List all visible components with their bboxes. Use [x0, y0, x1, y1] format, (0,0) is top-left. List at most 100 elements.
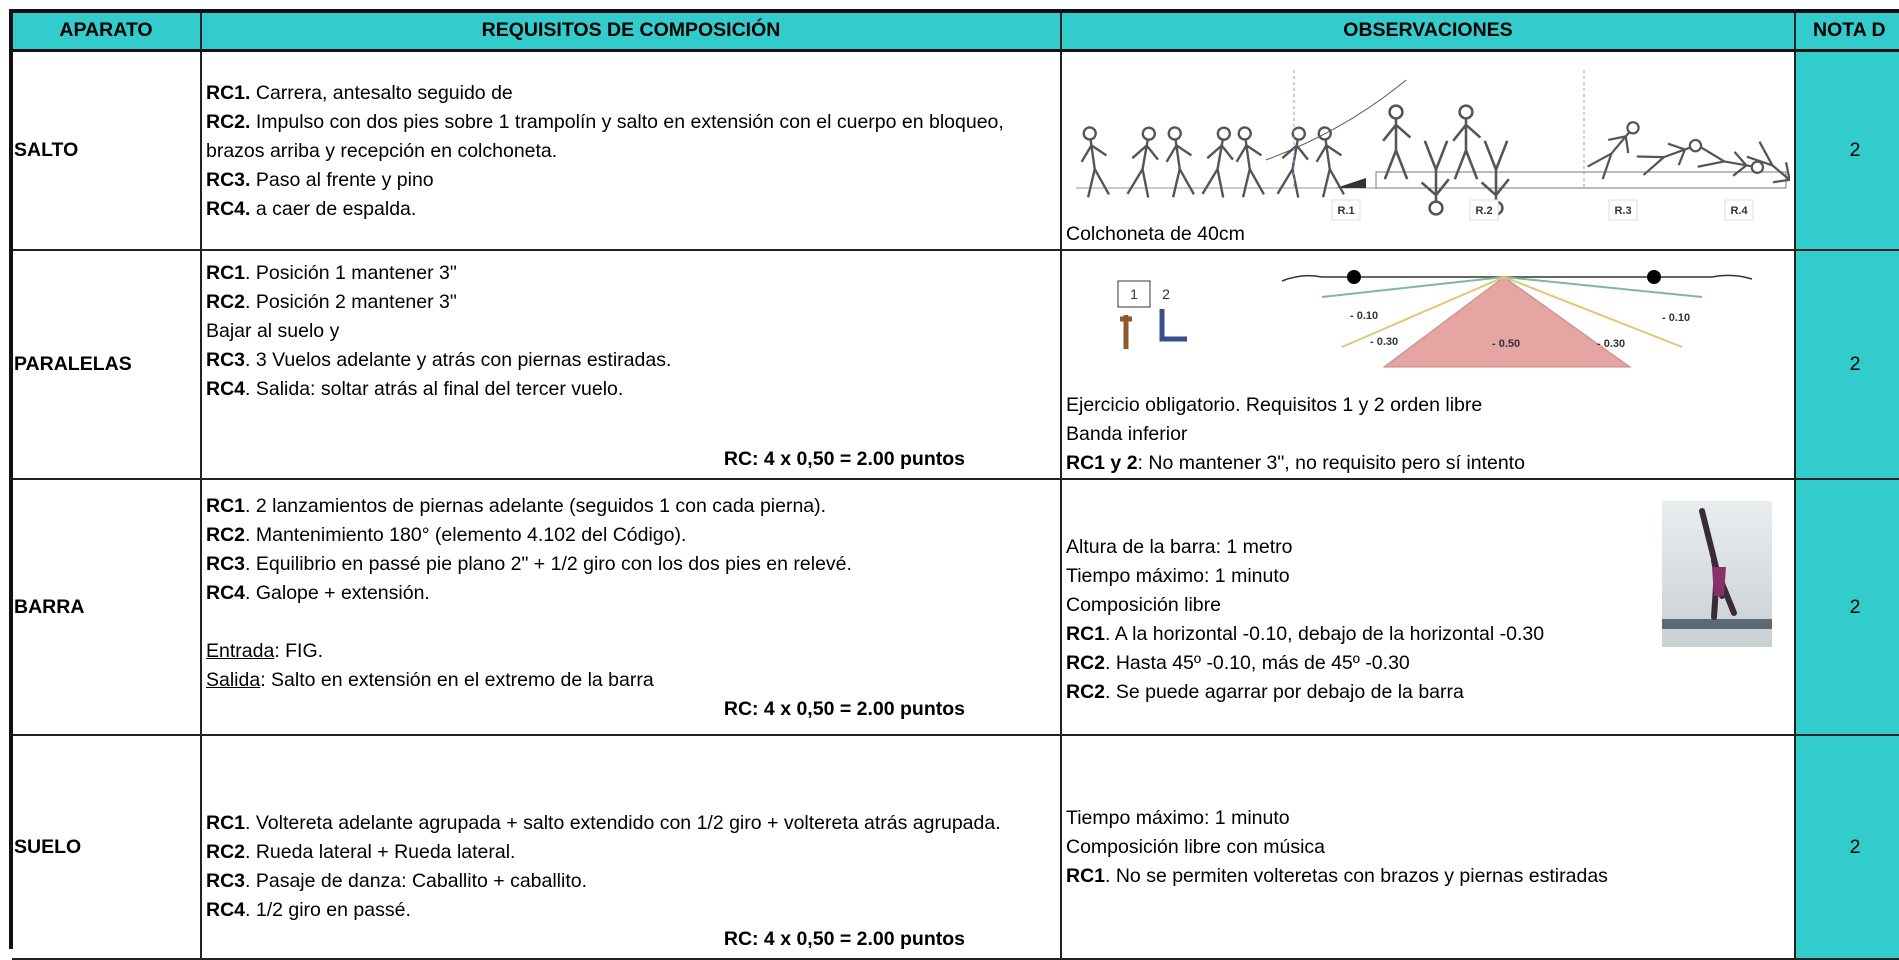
gymnast	[1587, 121, 1640, 180]
text: : Salto en extensión en el extremo de la…	[260, 669, 654, 691]
paragraph: RC1. 2 lanzamientos de piernas adelante …	[206, 492, 1056, 608]
bold-label: RC4.	[206, 198, 251, 220]
text-line: Colchoneta de 40cm	[1066, 220, 1794, 249]
text: Carrera, antesalto seguido de	[250, 82, 513, 104]
apparatus-cell: BARRA	[12, 480, 202, 736]
gymnast	[1382, 104, 1412, 180]
image-label: 1	[1130, 286, 1138, 302]
gymnast	[1315, 126, 1345, 198]
border-top	[9, 9, 1899, 13]
image-label: 2	[1162, 286, 1170, 302]
text-line: Bajar al suelo y	[206, 317, 1056, 346]
total: RC: 4 x 0,50 = 2.00 puntos	[723, 448, 965, 470]
zone-010	[1321, 276, 1703, 298]
bar-node	[1347, 270, 1361, 284]
image-label: - 0.10	[1662, 312, 1690, 324]
body	[1080, 139, 1110, 198]
body	[1201, 139, 1234, 198]
text-line: RC2. Se puede agarrar por debajo de la b…	[1066, 678, 1794, 707]
nota-cell: 2	[1796, 251, 1899, 480]
gymnast	[1420, 140, 1450, 216]
head	[1388, 104, 1404, 120]
header-requirements: REQUISITOS DE COMPOSICIÓN	[202, 12, 1062, 52]
observations-cell: Altura de la barra: 1 metro Tiempo máximo…	[1062, 480, 1796, 736]
text: Colchoneta de 40cm	[1066, 223, 1245, 245]
text-line: RC4. 1/2 giro en passé.	[206, 896, 1056, 925]
text-line: RC1 y 2: No mantener 3", no requisito pe…	[1066, 449, 1794, 478]
apparatus: PARALELAS	[14, 353, 132, 375]
text: . Galope + extensión.	[245, 582, 430, 604]
border-left	[9, 9, 13, 949]
bold-label: RC1	[1066, 864, 1106, 887]
body	[1746, 141, 1790, 185]
text: . Se puede agarrar por debajo de la barr…	[1105, 681, 1464, 703]
text: . 2 lanzamientos de piernas adelante (se…	[245, 495, 827, 517]
text-line: RC4. Salida: soltar atrás al final del t…	[206, 375, 1056, 404]
text-line: RC1. 2 lanzamientos de piernas adelante …	[206, 492, 1056, 521]
text: Banda inferior	[1066, 423, 1188, 445]
text-line: RC2. Hasta 45º -0.10, más de 45º -0.30	[1066, 649, 1794, 678]
body	[1382, 118, 1412, 180]
text-line: RC1. A la horizontal -0.10, debajo de la…	[1066, 620, 1794, 649]
zone-030	[1341, 276, 1683, 348]
text: Paso al frente y pino	[250, 169, 434, 191]
head	[1428, 200, 1444, 216]
image-label: R.4	[1730, 205, 1748, 217]
beam	[1662, 619, 1772, 629]
bold-label: RC2	[1066, 652, 1106, 674]
text: : No mantener 3", no requisito pero sí i…	[1137, 452, 1525, 474]
nota: 2	[1849, 353, 1861, 375]
text: . 3 Vuelos adelante y atrás con piernas …	[245, 349, 672, 371]
text: . Salida: soltar atrás al final del terc…	[245, 378, 624, 400]
body	[1480, 140, 1510, 202]
bold-label: RC4	[206, 582, 246, 604]
illustration	[1662, 501, 1772, 647]
underlined-label: Salida	[206, 669, 261, 691]
text-line: RC1. Voltereta adelante agrupada + salto…	[206, 809, 1056, 838]
bold-label: RC1	[206, 812, 246, 834]
text: . A la horizontal -0.10, debajo de la ho…	[1105, 623, 1545, 645]
springboard	[1336, 178, 1366, 188]
text: . Equilibrio en passé pie plano 2" + 1/2…	[245, 553, 852, 575]
text-line: Entrada: FIG.	[206, 637, 1056, 666]
label-box	[1608, 199, 1638, 221]
image-label: - 0.30	[1370, 336, 1398, 348]
image-label: R.2	[1475, 205, 1492, 217]
text: Altura de la barra: 1 metro	[1066, 536, 1293, 558]
body	[1420, 140, 1450, 202]
text-line: RC3. 3 Vuelos adelante y atrás con piern…	[206, 346, 1056, 375]
text-line: Composición libre con música	[1066, 833, 1794, 862]
text-line: RC1. Posición 1 mantener 3"	[206, 259, 1056, 288]
text: a caer de espalda.	[250, 198, 417, 220]
head	[1216, 126, 1232, 141]
requirements-cell: RC1. Posición 1 mantener 3" RC2. Posición…	[202, 251, 1062, 480]
paragraph: RC1. Voltereta adelante agrupada + salto…	[206, 809, 1056, 925]
text-block: RC1. Voltereta adelante agrupada + salto…	[206, 809, 1056, 925]
bar-line	[1281, 274, 1753, 282]
bold-label: RC1	[1066, 623, 1106, 645]
head	[1458, 104, 1474, 120]
text-block: RC1. 2 lanzamientos de piernas adelante …	[206, 492, 1056, 695]
gymnast	[1126, 126, 1159, 198]
text-line: Tiempo máximo: 1 minuto	[1066, 804, 1794, 833]
gymnast	[1276, 126, 1309, 198]
text-line: RC3. Pasaje de danza: Caballito + caball…	[206, 867, 1056, 896]
label-box	[1469, 199, 1499, 221]
paragraph: Colchoneta de 40cm	[1066, 220, 1794, 249]
text-line: RC4. Galope + extensión.	[206, 579, 1056, 608]
apparatus-cell: SUELO	[12, 736, 202, 960]
gymnast	[1746, 141, 1790, 185]
gymnast-2	[1159, 309, 1187, 342]
nota-cell: 2	[1796, 52, 1899, 251]
text-line: Altura de la barra: 1 metro	[1066, 533, 1794, 562]
head	[1167, 126, 1182, 141]
paragraph: Ejercicio obligatorio. Requisitos 1 y 2 …	[1066, 391, 1794, 478]
gymnast	[1636, 138, 1703, 176]
text-line: RC3. Paso al frente y pino	[206, 166, 1056, 195]
text: . Voltereta adelante agrupada + salto ex…	[245, 812, 1001, 834]
bold-label: RC2	[1066, 681, 1106, 703]
apparatus: SALTO	[14, 139, 79, 161]
text-line: Composición libre	[1066, 591, 1794, 620]
zone-050	[1382, 276, 1632, 368]
bold-label: RC2.	[206, 111, 251, 133]
